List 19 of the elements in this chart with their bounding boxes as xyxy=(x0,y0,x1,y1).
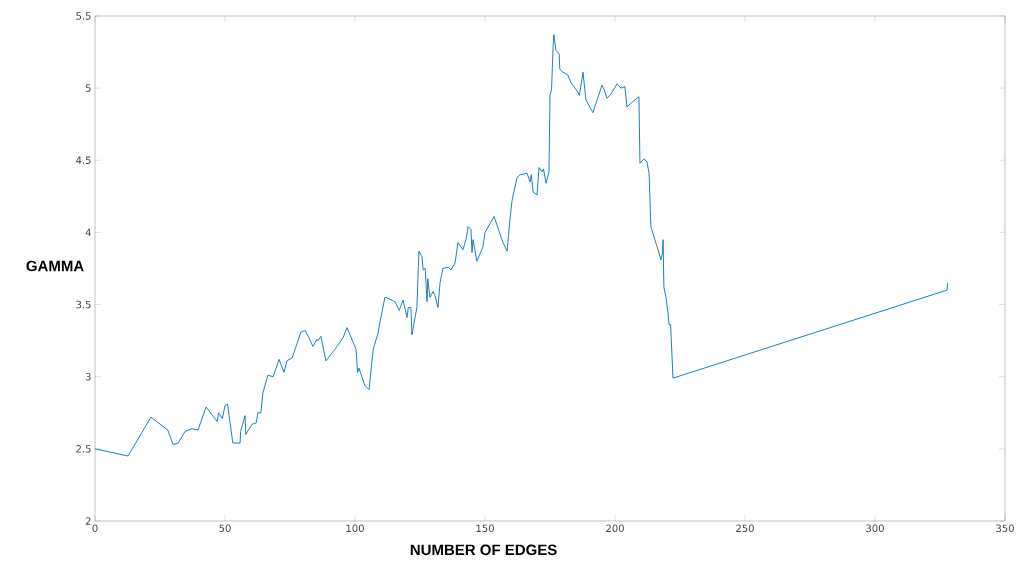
y-tick-label: 5 xyxy=(85,84,91,92)
x-tick-label: 250 xyxy=(736,524,754,533)
x-tick-label: 100 xyxy=(346,524,364,533)
x-tick-label: 0 xyxy=(92,524,98,533)
x-tick-label: 200 xyxy=(606,524,624,533)
line-series xyxy=(95,34,949,457)
y-tick-label: 2 xyxy=(85,517,91,525)
x-axis-title: NUMBER OF EDGES xyxy=(410,544,557,556)
y-tick-label: 3.5 xyxy=(76,300,91,309)
x-tick-label: 300 xyxy=(866,524,884,533)
x-tick-label: 50 xyxy=(219,524,231,533)
y-tick-label: 3 xyxy=(85,372,91,381)
y-axis-title: GAMMA xyxy=(26,260,84,272)
y-tick-label: 4.5 xyxy=(76,156,91,164)
y-tick-label: 2.5 xyxy=(76,445,91,453)
y-tick-label: 4 xyxy=(85,228,91,237)
y-tick-label: 5.5 xyxy=(76,12,91,20)
x-tick-label: 150 xyxy=(476,524,494,533)
x-tick-label: 350 xyxy=(996,524,1014,533)
